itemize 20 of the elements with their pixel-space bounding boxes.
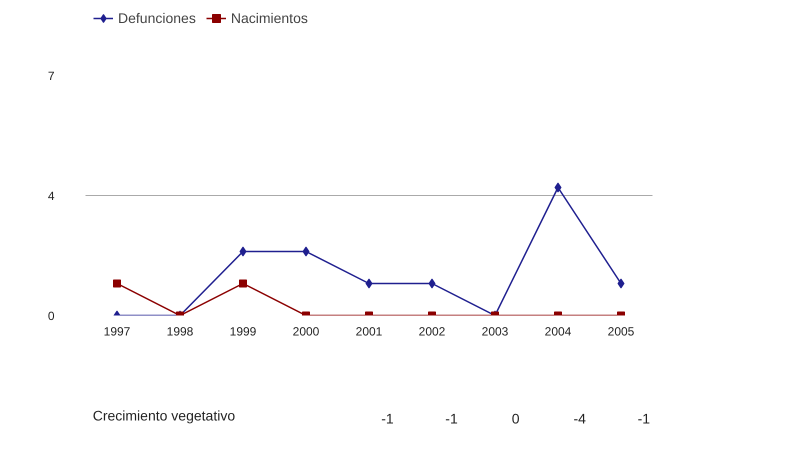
x-tick-label: 1998: [166, 324, 194, 338]
x-tick-label: 2002: [418, 324, 446, 338]
text: -1: [381, 410, 394, 426]
text: -1: [638, 410, 650, 426]
x-tick-label: 2003: [482, 324, 509, 338]
text: -4: [574, 410, 586, 426]
x-tick-label: 1997: [104, 324, 131, 338]
x-tick-label: 2000: [292, 324, 320, 338]
text: 0: [512, 410, 520, 426]
legend-label: Defunciones: [118, 10, 196, 26]
text: -1: [445, 410, 458, 426]
x-tick-label: 2004: [544, 324, 572, 338]
y-tick-label: 4: [48, 189, 55, 203]
y-tick-label: 7: [48, 69, 55, 83]
x-tick-label: 2001: [356, 324, 383, 338]
x-tick-label: 1999: [230, 324, 257, 338]
x-tick-label: 2005: [608, 324, 635, 338]
text: Crecimiento vegetativo: [92, 408, 236, 424]
legend-label: Nacimientos: [230, 10, 308, 26]
y-tick-label: 0: [48, 309, 55, 323]
